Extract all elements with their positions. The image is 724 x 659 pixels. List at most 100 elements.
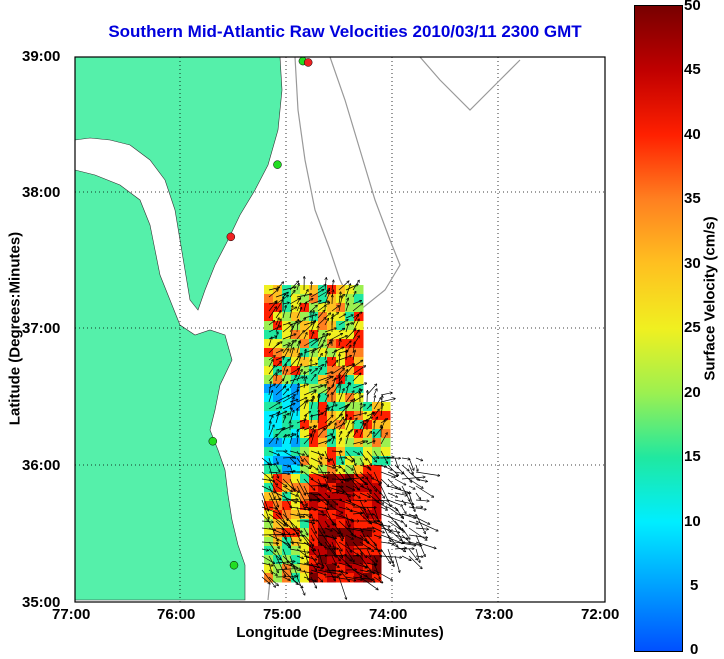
velocity-cell (273, 492, 283, 502)
velocity-arrow (282, 465, 289, 466)
x-tick: 77:00 (52, 606, 91, 623)
velocity-arrow (310, 478, 329, 489)
velocity-cell (282, 456, 292, 466)
velocity-cell (291, 321, 301, 331)
velocity-arrow (317, 472, 330, 473)
velocity-cell (291, 528, 301, 538)
velocity-arrow (275, 311, 281, 319)
velocity-cell (363, 402, 373, 412)
velocity-arrow (261, 457, 269, 464)
velocity-cell (264, 438, 274, 448)
velocity-arrow (394, 471, 403, 473)
velocity-arrow (380, 513, 403, 522)
velocity-arrow (268, 541, 276, 552)
velocity-cell (318, 393, 328, 403)
velocity-arrow (366, 441, 375, 445)
velocity-cell (264, 510, 274, 520)
velocity-arrow (310, 430, 315, 445)
velocity-arrow (324, 352, 327, 361)
velocity-cell (354, 528, 364, 538)
velocity-arrow (296, 298, 300, 305)
velocity-arrow (275, 548, 286, 569)
velocity-arrow (324, 576, 339, 577)
velocity-arrow (366, 576, 375, 582)
velocity-cell (291, 357, 301, 367)
velocity-cell (273, 384, 283, 394)
velocity-cell (291, 420, 301, 430)
velocity-arrow (394, 478, 405, 485)
velocity-cell (291, 339, 301, 349)
velocity-arrow (408, 548, 417, 560)
velocity-arrow (317, 291, 329, 298)
velocity-cell (354, 348, 364, 358)
velocity-arrow (282, 395, 295, 403)
velocity-arrow (352, 430, 357, 438)
velocity-arrow (297, 436, 298, 445)
velocity-arrow (387, 499, 402, 506)
velocity-arrow (317, 334, 330, 340)
velocity-arrow (303, 322, 314, 333)
colorbar-tick: 15 (684, 448, 701, 465)
velocity-arrow (338, 548, 342, 557)
velocity-arrow (366, 464, 371, 470)
velocity-arrow (268, 548, 281, 560)
velocity-arrow (296, 303, 301, 312)
velocity-arrow (408, 527, 427, 540)
velocity-arrow (303, 401, 307, 410)
velocity-cell (354, 546, 364, 556)
velocity-arrow (317, 365, 324, 368)
velocity-cell (273, 402, 283, 412)
velocity-cell (273, 546, 283, 556)
velocity-arrow (296, 555, 303, 558)
velocity-arrow (261, 513, 269, 521)
velocity-cell (327, 474, 337, 484)
velocity-arrow (275, 386, 286, 396)
velocity-cell (318, 402, 328, 412)
velocity-cell (354, 564, 364, 574)
velocity-arrow (310, 527, 321, 545)
velocity-arrow (324, 415, 333, 424)
velocity-arrow (338, 296, 342, 312)
velocity-arrow (415, 513, 425, 534)
velocity-arrow (415, 457, 423, 461)
velocity-arrow (317, 541, 326, 548)
colorbar-tick: 10 (684, 513, 701, 530)
velocity-cell (309, 492, 319, 502)
velocity-arrow (331, 555, 336, 565)
velocity-arrow (282, 435, 286, 445)
velocity-cell (327, 294, 337, 304)
velocity-arrow (366, 492, 379, 502)
velocity-cell (345, 393, 355, 403)
velocity-arrow (311, 415, 312, 424)
velocity-arrow (261, 464, 276, 465)
velocity-arrow (275, 499, 278, 507)
velocity-cell (264, 429, 274, 439)
velocity-arrow (380, 499, 398, 510)
velocity-arrow (345, 432, 349, 445)
velocity-arrow (359, 576, 378, 590)
velocity-arrow (324, 361, 327, 368)
velocity-cell (327, 375, 337, 385)
velocity-arrow (282, 334, 296, 340)
velocity-arrow (338, 336, 347, 340)
velocity-cell (300, 555, 310, 565)
velocity-arrow (331, 347, 343, 354)
velocity-arrow (338, 485, 350, 497)
velocity-arrow (296, 353, 302, 368)
velocity-arrow (387, 555, 393, 563)
velocity-cell (282, 474, 292, 484)
velocity-cell (354, 285, 364, 295)
velocity-cell (354, 510, 364, 520)
velocity-arrow (303, 478, 315, 490)
velocity-cell (300, 537, 310, 547)
velocity-arrow (268, 434, 277, 445)
velocity-cell (291, 411, 301, 421)
y-tick: 36:00 (22, 457, 61, 474)
velocity-arrow (401, 506, 406, 513)
velocity-arrow (352, 301, 361, 305)
velocity-cell (264, 465, 274, 475)
velocity-cell (264, 375, 274, 385)
velocity-arrow (338, 314, 345, 319)
velocity-arrow (373, 499, 387, 508)
velocity-arrow (268, 576, 278, 586)
